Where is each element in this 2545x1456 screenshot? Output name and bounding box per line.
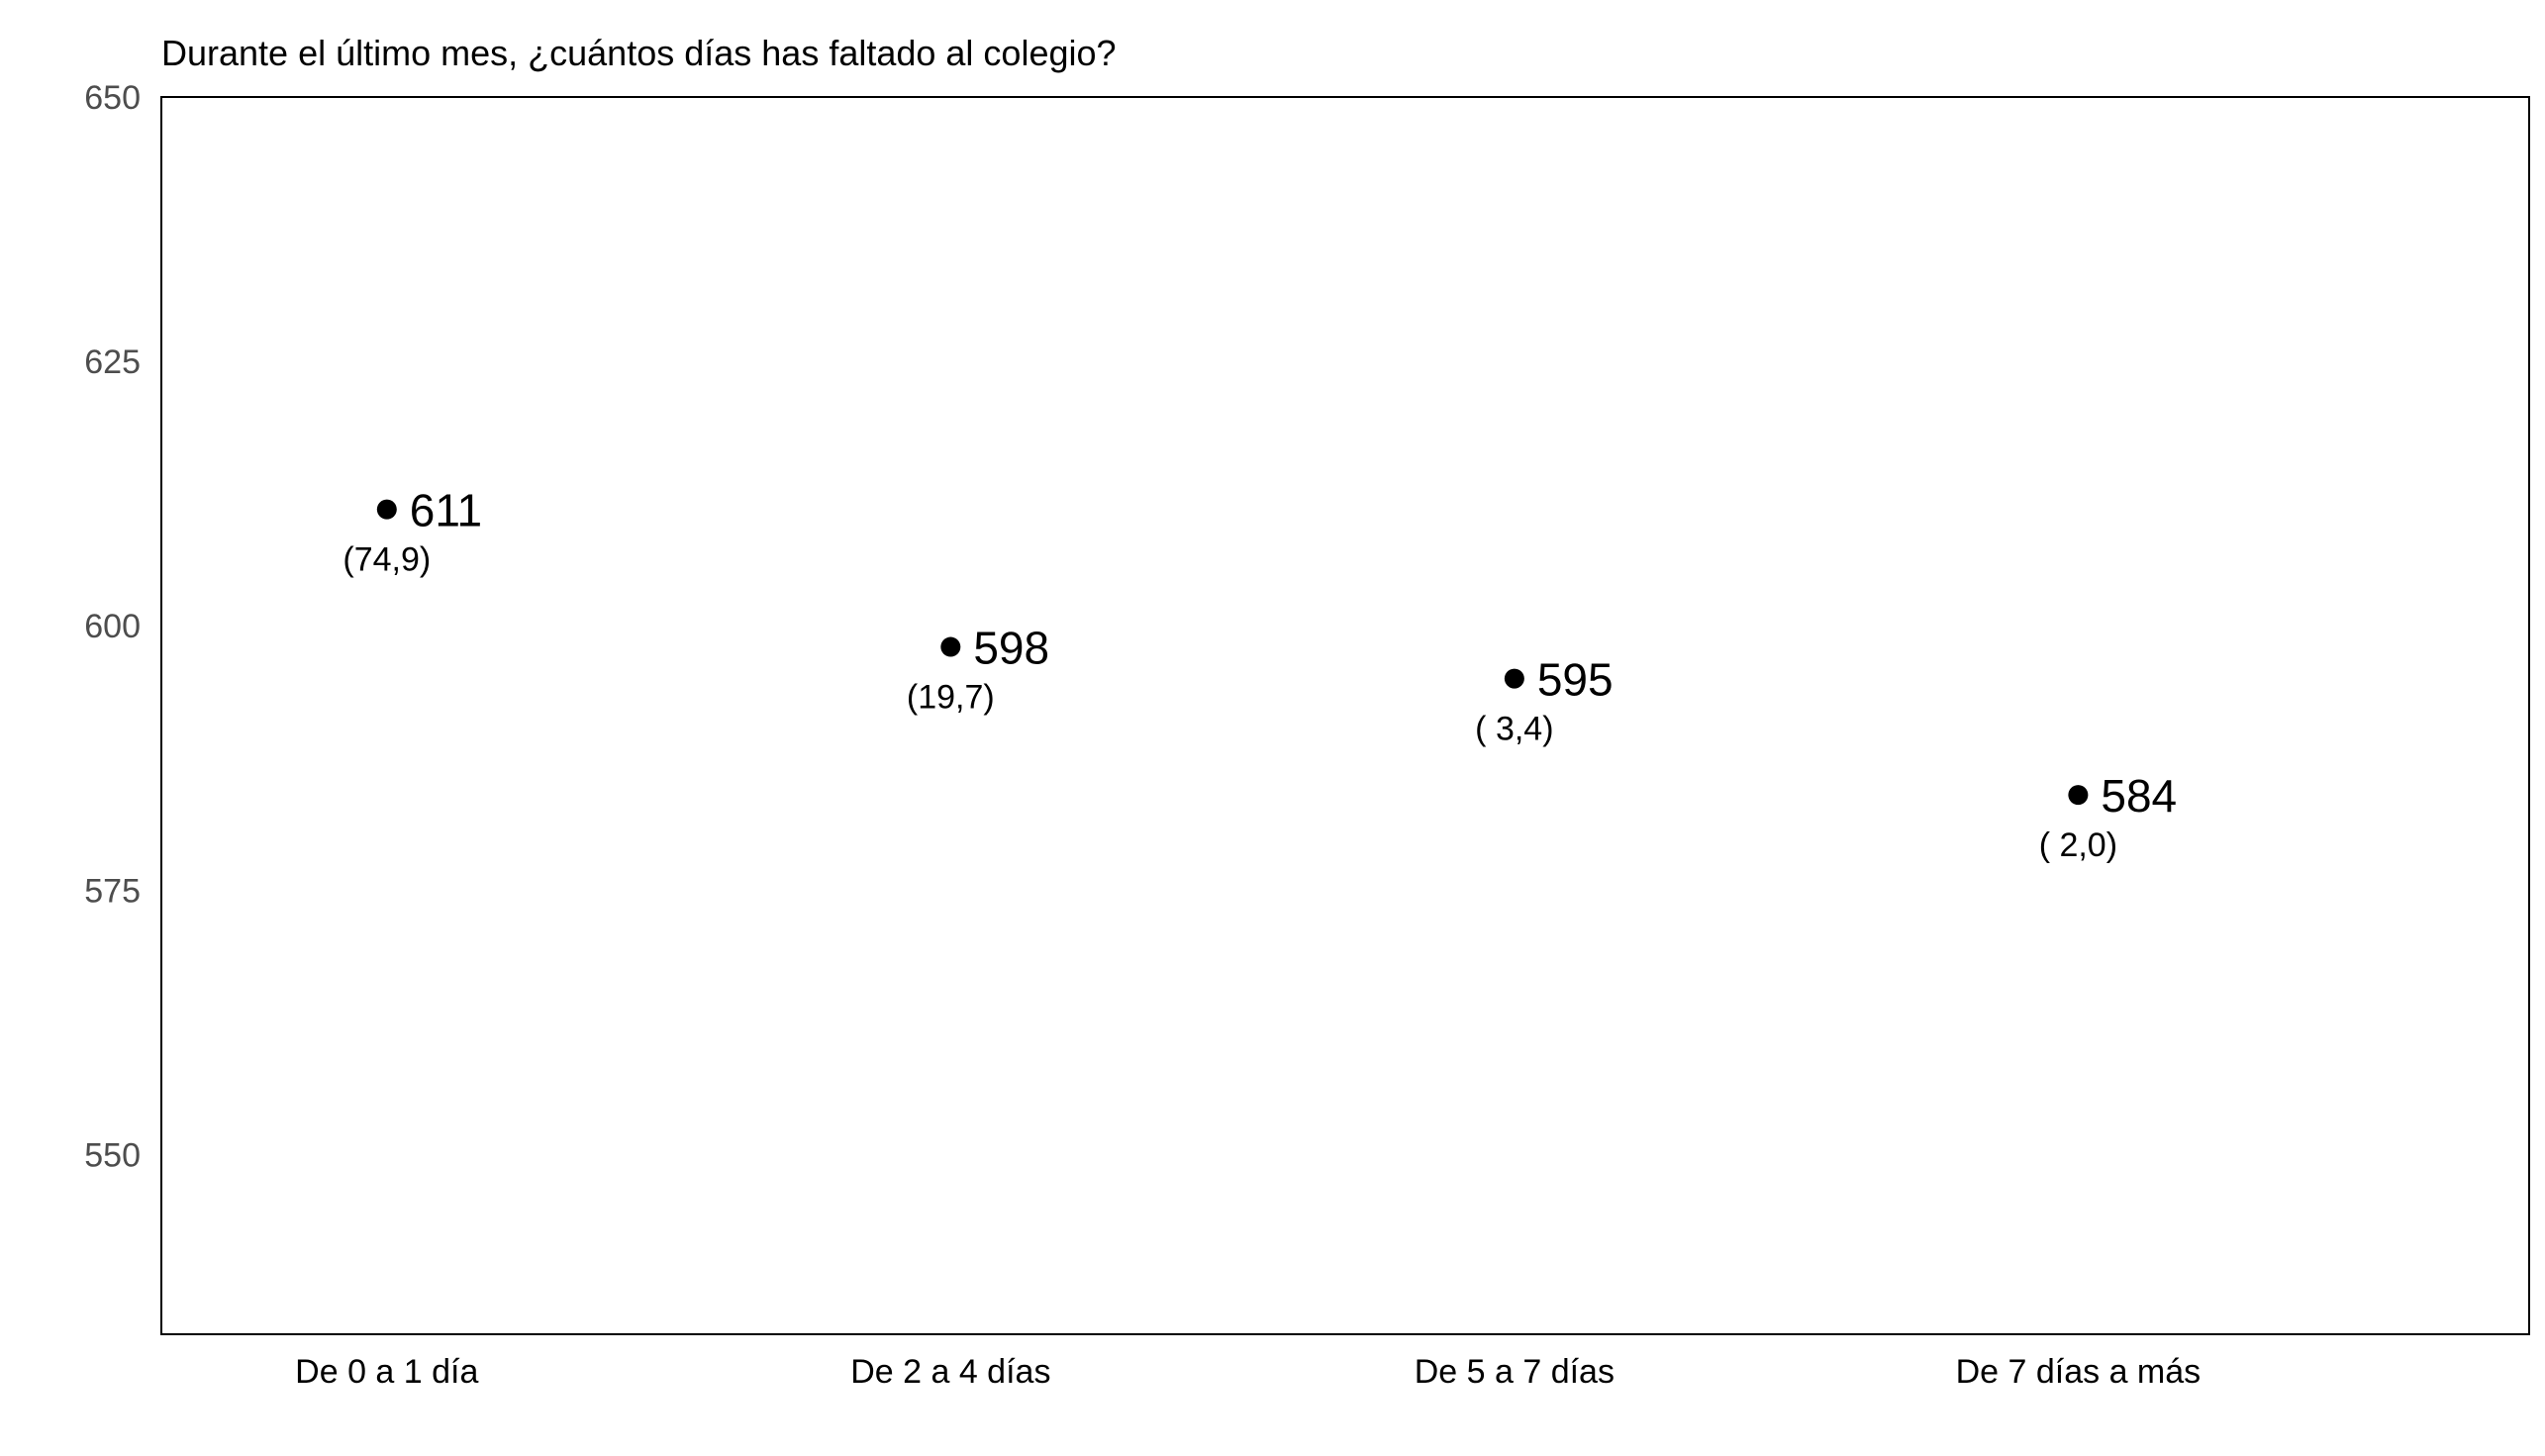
data-points: 611 (74,9) 598 (19,7) 595 ( 3,4) 584 ( 2,0) [343,485,2177,864]
x-axis: De 0 a 1 día De 2 a 4 días De 5 a 7 días De… [295,1353,2201,1391]
x-tick-label: De 7 días a más [1956,1353,2202,1391]
data-point [940,636,961,657]
y-tick-label: 550 [84,1136,141,1174]
percent-label: ( 2,0) [2039,826,2117,864]
y-tick-label: 625 [84,343,141,381]
data-point [2068,785,2089,806]
plot-frame [160,96,2530,1335]
data-point [1504,668,1524,689]
x-tick-label: De 0 a 1 día [295,1353,478,1391]
y-tick-label: 600 [84,608,141,645]
x-tick-label: De 2 a 4 días [850,1353,1050,1391]
percent-label: (74,9) [343,541,431,579]
data-point [376,499,397,520]
y-tick-label: 575 [84,872,141,910]
chart-title: Durante el último mes, ¿cuántos días has… [161,33,1117,73]
y-axis: 550 575 600 625 650 [84,79,141,1174]
value-label: 598 [973,623,1049,674]
percent-label: ( 3,4) [1475,711,1553,748]
value-label: 611 [410,485,482,536]
value-label: 584 [2101,770,2177,822]
value-label: 595 [1537,654,1614,706]
x-tick-label: De 5 a 7 días [1415,1353,1615,1391]
percent-label: (19,7) [907,679,995,717]
y-tick-label: 650 [84,79,141,117]
